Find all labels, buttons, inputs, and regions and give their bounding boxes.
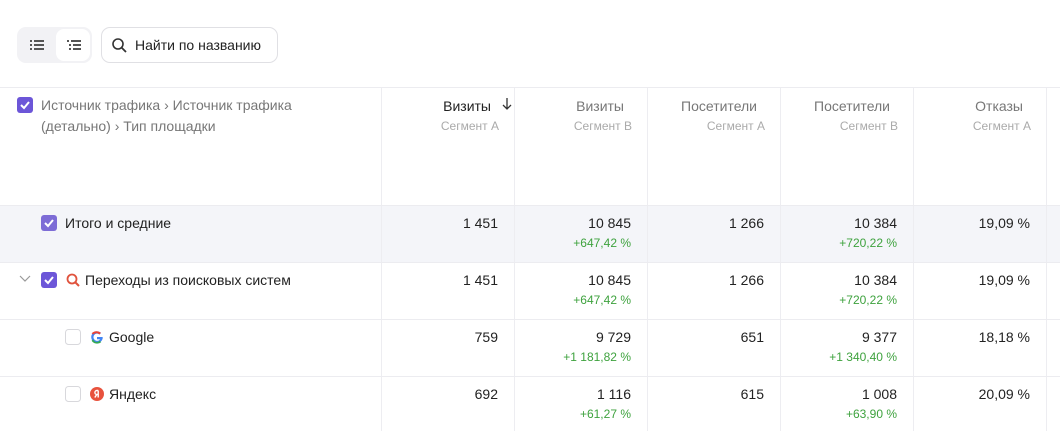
cell-value: 1 266 bbox=[728, 272, 764, 288]
column-title[interactable]: Отказы bbox=[975, 98, 1023, 114]
cell-value: 1 266 bbox=[728, 215, 764, 231]
cell-value: 20,09 % bbox=[978, 386, 1030, 402]
search-icon bbox=[66, 273, 80, 287]
row-checkbox[interactable] bbox=[65, 329, 81, 345]
list-icon[interactable] bbox=[30, 39, 44, 51]
sort-arrow[interactable] bbox=[502, 98, 512, 111]
column-separator bbox=[780, 88, 781, 431]
column-segment: Сегмент B bbox=[839, 119, 898, 133]
column-title[interactable]: Посетители bbox=[681, 98, 757, 114]
search-box[interactable]: Найти по названию bbox=[101, 27, 278, 63]
column-separator bbox=[381, 88, 382, 431]
search-icon bbox=[112, 38, 127, 53]
cell-value: 651 bbox=[740, 329, 764, 345]
cell-change: +720,22 % bbox=[839, 293, 897, 307]
cell-value: 615 bbox=[740, 386, 764, 402]
column-title[interactable]: Визиты bbox=[576, 98, 624, 114]
cell-change: +63,90 % bbox=[845, 407, 897, 421]
column-separator bbox=[647, 88, 648, 431]
cell-value: 10 845 bbox=[588, 272, 631, 288]
cell-change: +61,27 % bbox=[579, 407, 631, 421]
cell-value: 9 729 bbox=[595, 329, 631, 345]
cell-change: +1 340,40 % bbox=[829, 350, 897, 364]
google-icon bbox=[91, 331, 103, 344]
cell-value: 1 008 bbox=[861, 386, 897, 402]
row-border bbox=[0, 376, 1060, 377]
row-border bbox=[0, 205, 1060, 206]
column-separator bbox=[913, 88, 914, 431]
view-toggle bbox=[17, 27, 92, 63]
row-label[interactable]: Итого и средние bbox=[65, 215, 172, 231]
cell-change: +647,42 % bbox=[573, 293, 631, 307]
cell-value: 19,09 % bbox=[978, 215, 1030, 231]
cell-value: 9 377 bbox=[861, 329, 897, 345]
row-label[interactable]: Google bbox=[109, 329, 155, 345]
row-label[interactable]: Переходы из поисковых систем bbox=[85, 272, 291, 288]
row-border bbox=[0, 262, 1060, 263]
column-separator bbox=[1046, 88, 1047, 431]
cell-value: 1 451 bbox=[462, 272, 498, 288]
column-segment: Сегмент B bbox=[573, 119, 632, 133]
tree-icon[interactable] bbox=[67, 39, 81, 51]
column-title[interactable]: Посетители bbox=[814, 98, 890, 114]
row-label[interactable]: Яндекс bbox=[109, 386, 157, 402]
row-border bbox=[0, 319, 1060, 320]
row-checkbox[interactable] bbox=[65, 386, 81, 402]
cell-value: 10 845 bbox=[588, 215, 631, 231]
cell-change: +720,22 % bbox=[839, 236, 897, 250]
cell-value: 10 384 bbox=[854, 272, 897, 288]
column-segment: Сегмент А bbox=[440, 119, 499, 133]
column-segment: Сегмент А bbox=[706, 119, 765, 133]
cell-value: 19,09 % bbox=[978, 272, 1030, 288]
cell-value: 18,18 % bbox=[978, 329, 1030, 345]
divider bbox=[0, 87, 1060, 88]
column-segment: Сегмент А bbox=[972, 119, 1031, 133]
cell-value: 1 451 bbox=[462, 215, 498, 231]
column-separator bbox=[514, 88, 515, 431]
cell-change: +1 181,82 % bbox=[563, 350, 631, 364]
yandex-icon bbox=[90, 387, 104, 401]
cell-change: +647,42 % bbox=[573, 236, 631, 250]
checkbox-all[interactable] bbox=[17, 97, 33, 113]
expand-chevron[interactable] bbox=[19, 275, 31, 283]
cell-value: 759 bbox=[474, 329, 498, 345]
dimensions-header[interactable]: Источник трафика › Источник трафика (дет… bbox=[41, 97, 292, 134]
cell-value: 692 bbox=[474, 386, 498, 402]
cell-value: 1 116 bbox=[597, 386, 631, 402]
cell-value: 10 384 bbox=[854, 215, 897, 231]
column-title[interactable]: Визиты bbox=[443, 98, 491, 114]
search-placeholder: Найти по названию bbox=[135, 37, 261, 53]
row-checkbox[interactable] bbox=[41, 215, 57, 231]
row-checkbox[interactable] bbox=[41, 272, 57, 288]
